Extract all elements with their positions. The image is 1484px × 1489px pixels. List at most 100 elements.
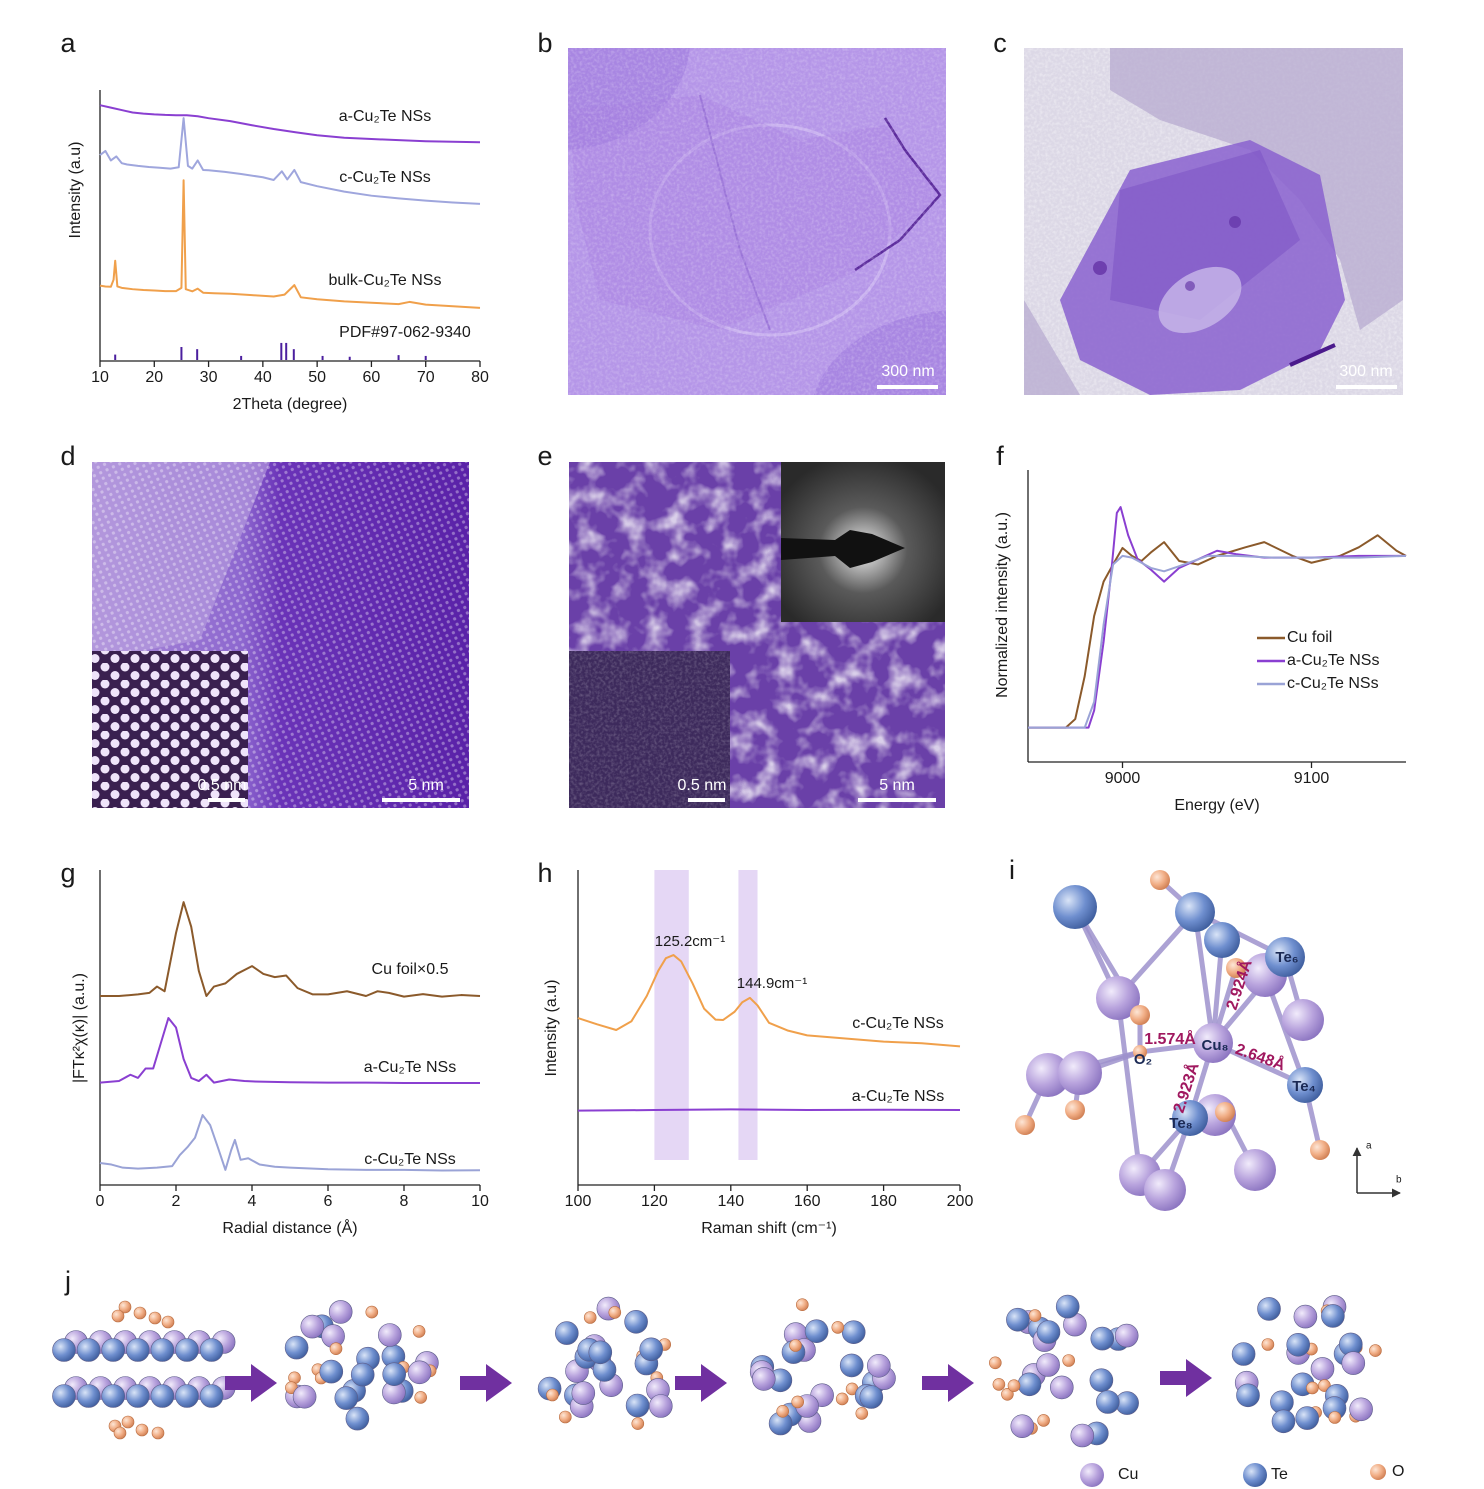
atom-te [639, 1337, 664, 1362]
legend-label: Te [1271, 1466, 1288, 1483]
y-axis-label: |FTκ²χ(κ)| (a.u.) [71, 973, 88, 1083]
x-axis-label: Raman shift (cm⁻¹) [701, 1220, 837, 1237]
atom-te [319, 1359, 344, 1384]
scale-bar-label: 5 nm [879, 777, 915, 794]
x-tick-label: 9100 [1294, 770, 1330, 787]
atom-o [151, 1426, 165, 1440]
peak-annotation: 144.9cm⁻¹ [737, 975, 807, 992]
x-tick-label: 2 [172, 1193, 181, 1210]
series-label: Cu foil×0.5 [372, 961, 449, 978]
atom-cu [1282, 999, 1324, 1041]
atom-te [345, 1406, 370, 1431]
atom-o [1037, 1414, 1050, 1427]
x-tick-label: 10 [471, 1193, 489, 1210]
atom-o [1065, 1100, 1085, 1120]
series-label: c-Cu₂Te NSs [364, 1151, 456, 1168]
atom-cu [1010, 1414, 1035, 1438]
atom-o [546, 1388, 559, 1402]
atom-label: Cu₈ [1201, 1037, 1228, 1054]
y-axis-label: Normalized intensity (a.u.) [994, 512, 1011, 698]
atom-te [199, 1384, 224, 1408]
atom-cu [571, 1381, 596, 1405]
atom-te [76, 1338, 101, 1362]
x-tick-label: 10 [91, 369, 109, 386]
data-line [577, 954, 961, 1048]
panel-label: b [537, 28, 552, 58]
x-tick-label: 8 [400, 1193, 409, 1210]
process-arrow [225, 1364, 277, 1402]
atom-te [175, 1384, 199, 1408]
bond [1115, 995, 1143, 1178]
atom-cu [1050, 1375, 1074, 1400]
atom-o [988, 1356, 1002, 1370]
atom-te [150, 1338, 175, 1362]
atom-o [118, 1300, 132, 1314]
atom-o [1150, 870, 1170, 890]
atom-te [1321, 1304, 1345, 1328]
atom-te [1231, 1342, 1256, 1366]
reference-label: PDF#97-062-9340 [339, 324, 471, 341]
atom-te [1172, 1100, 1208, 1136]
y-axis-label: Intensity (a.u) [67, 142, 84, 239]
legend-label: Cu foil [1287, 629, 1332, 646]
data-line [577, 1108, 961, 1112]
highlight-band [738, 870, 758, 1160]
x-tick-label: 200 [947, 1193, 974, 1210]
atom-o [111, 1309, 125, 1323]
x-tick-label: 0 [96, 1193, 105, 1210]
bond-length-label: 1.574Å [1144, 1029, 1196, 1048]
atom-cu [1114, 1323, 1139, 1348]
atom-te [284, 1335, 309, 1360]
inset-scale-bar-label: 0.5 nm [198, 777, 247, 794]
data-line [1028, 534, 1407, 729]
process-arrow [922, 1364, 974, 1402]
atom-o [113, 1426, 127, 1440]
atom-o [795, 1298, 809, 1311]
series-label: a-Cu₂Te NSs [852, 1088, 944, 1105]
x-tick-label: 120 [641, 1193, 668, 1210]
legend-label: Cu [1118, 1466, 1138, 1483]
x-tick-label: 30 [200, 369, 218, 386]
x-axis-label: Radial distance (Å) [222, 1218, 357, 1237]
atom-te [382, 1362, 407, 1386]
atom-te [199, 1338, 224, 1362]
x-tick-label: 60 [363, 369, 381, 386]
atom-o [329, 1342, 343, 1355]
atom-o [414, 1391, 428, 1404]
series-label: c-Cu₂Te NSs [852, 1015, 944, 1032]
x-tick-label: 40 [254, 369, 272, 386]
panel-label: e [537, 441, 552, 471]
series-label: bulk-Cu₂Te NSs [329, 272, 442, 289]
atom-te [1006, 1307, 1030, 1332]
atom-te [101, 1384, 125, 1408]
atom-te [150, 1384, 175, 1408]
atom-te [101, 1338, 125, 1362]
atom-te [1175, 892, 1215, 932]
atom-te [841, 1320, 866, 1344]
atom-te [1036, 1320, 1061, 1344]
atom-o [1306, 1381, 1319, 1395]
atom-cu [1026, 1053, 1070, 1097]
data-line [1028, 554, 1407, 729]
atom-te [1286, 1333, 1310, 1357]
atom-te [1295, 1406, 1319, 1430]
atom-o [148, 1311, 162, 1325]
atom-cu [407, 1360, 432, 1385]
atom-te [126, 1338, 150, 1362]
x-tick-label: 100 [565, 1193, 592, 1210]
process-arrow [460, 1364, 512, 1402]
data-line [100, 901, 481, 998]
atom-te [1055, 1294, 1080, 1319]
atom-o [1261, 1338, 1275, 1351]
x-tick-label: 70 [417, 369, 435, 386]
atom-o [1328, 1411, 1342, 1424]
atom-cu [328, 1300, 353, 1324]
atom-te [1236, 1383, 1260, 1408]
x-tick-label: 20 [145, 369, 163, 386]
micrograph-b [568, 48, 946, 395]
x-axis-label: 2Theta (degree) [233, 396, 348, 413]
atom-o [412, 1325, 426, 1338]
atom-o [133, 1306, 147, 1320]
atom-te [625, 1393, 650, 1418]
